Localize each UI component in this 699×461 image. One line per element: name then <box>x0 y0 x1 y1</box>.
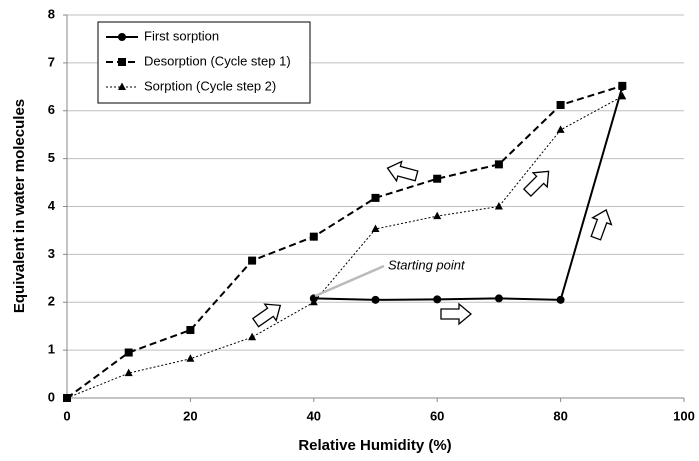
marker <box>248 256 257 265</box>
marker <box>124 368 133 377</box>
marker <box>371 193 380 202</box>
y-tick-label: 3 <box>48 246 55 261</box>
arrow <box>522 170 550 198</box>
marker <box>618 91 627 100</box>
marker <box>433 211 442 220</box>
marker <box>494 294 503 303</box>
marker <box>556 125 565 133</box>
series-line <box>66 84 623 399</box>
y-tick-label: 4 <box>48 198 56 213</box>
x-tick-label: 80 <box>553 408 567 423</box>
x-tick-label: 0 <box>63 408 70 423</box>
marker <box>118 58 126 66</box>
marker <box>186 354 195 362</box>
x-tick-label: 60 <box>430 408 444 423</box>
series-line <box>66 95 623 399</box>
y-tick-label: 7 <box>48 54 55 69</box>
marker <box>618 81 627 90</box>
marker <box>371 295 380 304</box>
marker <box>494 202 503 210</box>
x-tick-label: 20 <box>183 408 197 423</box>
legend-label: Desorption (Cycle step 1) <box>144 53 291 68</box>
direction-arrows <box>251 160 613 328</box>
arrow <box>251 303 282 328</box>
y-tick-label: 6 <box>48 102 55 117</box>
x-tick-label: 100 <box>673 408 695 423</box>
legend-label: First sorption <box>144 28 219 43</box>
legend-label: Sorption (Cycle step 2) <box>144 78 276 93</box>
y-tick-label: 8 <box>48 6 55 21</box>
marker <box>433 295 442 304</box>
marker <box>124 348 133 357</box>
annotation-pointer <box>314 264 385 298</box>
marker <box>433 174 442 183</box>
marker <box>186 326 195 335</box>
marker <box>118 33 126 41</box>
y-tick-label: 0 <box>48 389 55 404</box>
y-tick-label: 2 <box>48 294 55 309</box>
arrow <box>386 160 419 183</box>
marker <box>556 295 565 304</box>
marker <box>556 101 565 110</box>
marker <box>494 160 503 169</box>
x-tick-label: 40 <box>307 408 321 423</box>
marker <box>309 297 318 306</box>
marker <box>309 232 318 241</box>
marker <box>63 393 71 401</box>
y-tick-label: 5 <box>48 150 55 165</box>
arrow <box>440 302 473 326</box>
marker <box>118 82 126 90</box>
y-tick-label: 1 <box>48 342 55 357</box>
x-axis-label: Relative Humidity (%) <box>298 437 451 454</box>
y-axis-label: Equivalent in water molecules <box>11 99 28 313</box>
marker <box>371 224 380 233</box>
annotation: Starting point <box>388 257 466 272</box>
arrow <box>590 208 613 241</box>
marker <box>248 332 257 341</box>
series-line <box>313 86 624 301</box>
